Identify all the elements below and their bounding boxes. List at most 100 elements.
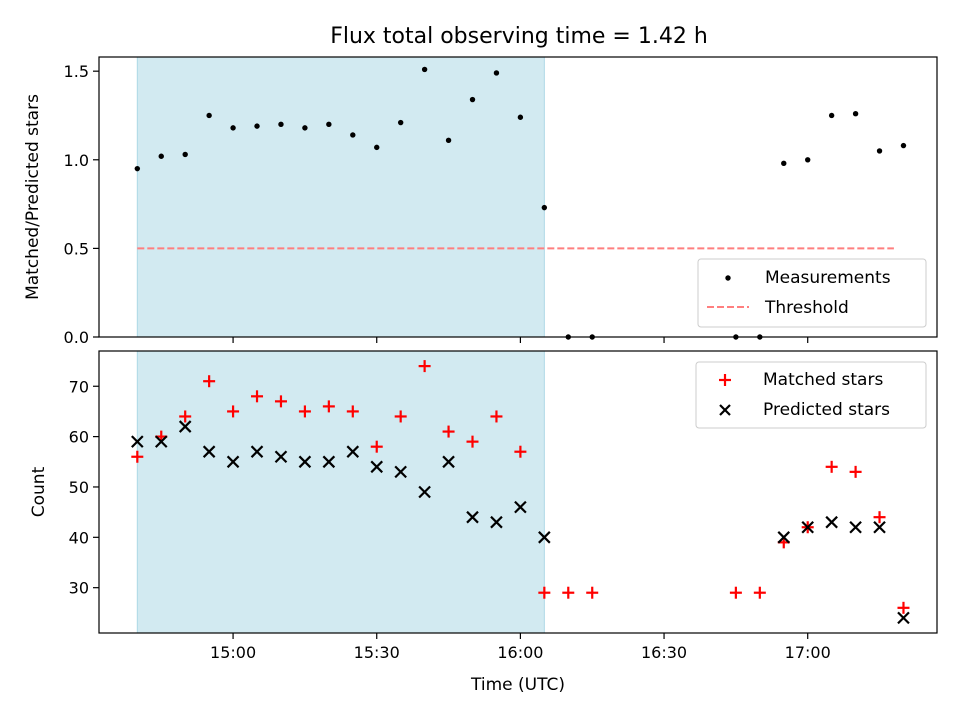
predicted-star-point [538,531,551,544]
measurement-point [397,119,404,126]
predicted-star-point [226,455,240,469]
measurement-point [374,144,380,151]
measurement-point [302,125,308,131]
predicted-star-point [418,485,431,499]
measurement-point [445,137,452,143]
predicted-star-point [801,520,814,534]
predicted-star-point [897,611,910,625]
measurement-point [541,204,548,211]
predicted-star-point [514,500,527,514]
matched-star-point [538,586,551,599]
matched-star-point [274,395,287,408]
matched-star-point [418,360,431,373]
matched-star-point [562,586,575,599]
legend-threshold-label: Threshold [764,298,849,318]
predicted-star-point [466,510,479,524]
predicted-star-point [873,520,886,534]
matched-star-point [346,405,359,418]
predicted-star-point [154,435,168,448]
predicted-star-point [178,420,192,433]
x-axis-label: Time (UTC) [470,675,565,695]
x-tick-label: 16:30 [641,643,687,662]
ratio-panel-frame [98,56,938,338]
matched-star-point [490,410,503,423]
measurement-point [421,66,428,73]
measurement-point [469,96,476,103]
measurement-point [828,112,835,119]
observing-window-shade [136,56,545,338]
count-panel: 15:00 15:30 16:00 16:30 17:00 30 40 50 60 70 Cou… [29,350,938,662]
x-tick-label: 15:00 [210,643,256,662]
matched-star-point [131,450,144,463]
matched-star-point [322,400,335,413]
measurement-point [852,111,859,117]
measurement-point [326,121,332,128]
x-tick-label: 17:00 [785,643,831,662]
legend-predicted-marker [719,404,731,416]
count-legend-box [695,361,927,429]
matched-star-point [179,410,192,423]
measurement-point [254,123,260,129]
predicted-star-point [442,455,455,469]
measurement-point [350,132,356,138]
legend-matched-label: Matched stars [763,370,883,390]
y-tick-label: 70 [69,377,89,396]
y-tick-label: 0.5 [64,239,89,258]
x-tick-label: 16:00 [497,643,543,662]
matched-star-point [753,586,766,599]
measurement-point [900,142,907,149]
matched-star-point [394,410,407,423]
measurement-point [781,160,787,167]
matched-star-point [514,445,527,458]
predicted-star-point [250,445,264,458]
count-legend: Matched stars Predicted stars [695,361,927,429]
predicted-star-point [825,515,838,529]
measurement-point [805,157,811,163]
matched-star-point [370,440,383,453]
matched-star-point [897,601,910,614]
y-tick-label: 40 [69,528,89,547]
ratio-legend: Measurements Threshold [697,258,927,328]
measurement-point [230,125,236,131]
predicted-star-point [490,515,503,529]
matched-star-point [849,465,862,478]
predicted-star-point [394,465,407,479]
measurement-point [876,148,883,154]
predicted-star-point [849,520,862,534]
predicted-star-point [274,450,288,464]
y-tick-label: 0.0 [64,328,89,347]
predicted-star-point [370,460,384,474]
measurement-point [278,121,284,128]
y-tick-label: 30 [69,579,89,598]
y-tick-label: 50 [69,478,89,497]
measurement-point [182,151,188,158]
matched-star-point [586,586,599,599]
matched-star-point [203,375,216,388]
predicted-star-point [131,435,144,448]
count-panel-frame [98,350,938,634]
y-tick-label: 60 [69,428,89,447]
count-y-axis-label: Count [29,466,49,517]
matched-star-point [298,405,311,418]
matched-star-point [442,425,455,438]
measurement-point [517,114,524,120]
ratio-panel: 0.0 0.5 1.0 1.5 Matched/Predicted stars Mea… [23,56,938,347]
chart-title: Flux total observing time = 1.42 h [330,24,708,49]
legend-predicted-label: Predicted stars [763,400,890,420]
predicted-star-point [777,531,791,544]
matched-star-point [466,435,479,448]
legend-measurements-marker [725,275,731,281]
y-tick-label: 1.0 [64,151,89,170]
observing-window-shade [136,350,545,634]
legend-matched-marker [719,374,731,386]
ratio-legend-box [697,258,927,328]
matched-star-point [251,390,264,403]
matched-star-point [729,586,742,599]
measurement-point [206,112,212,119]
measurement-point [158,153,164,159]
ratio-y-axis-label: Matched/Predicted stars [23,94,43,300]
matched-star-point [227,405,240,418]
predicted-star-point [298,455,312,469]
measurement-point [493,70,500,76]
